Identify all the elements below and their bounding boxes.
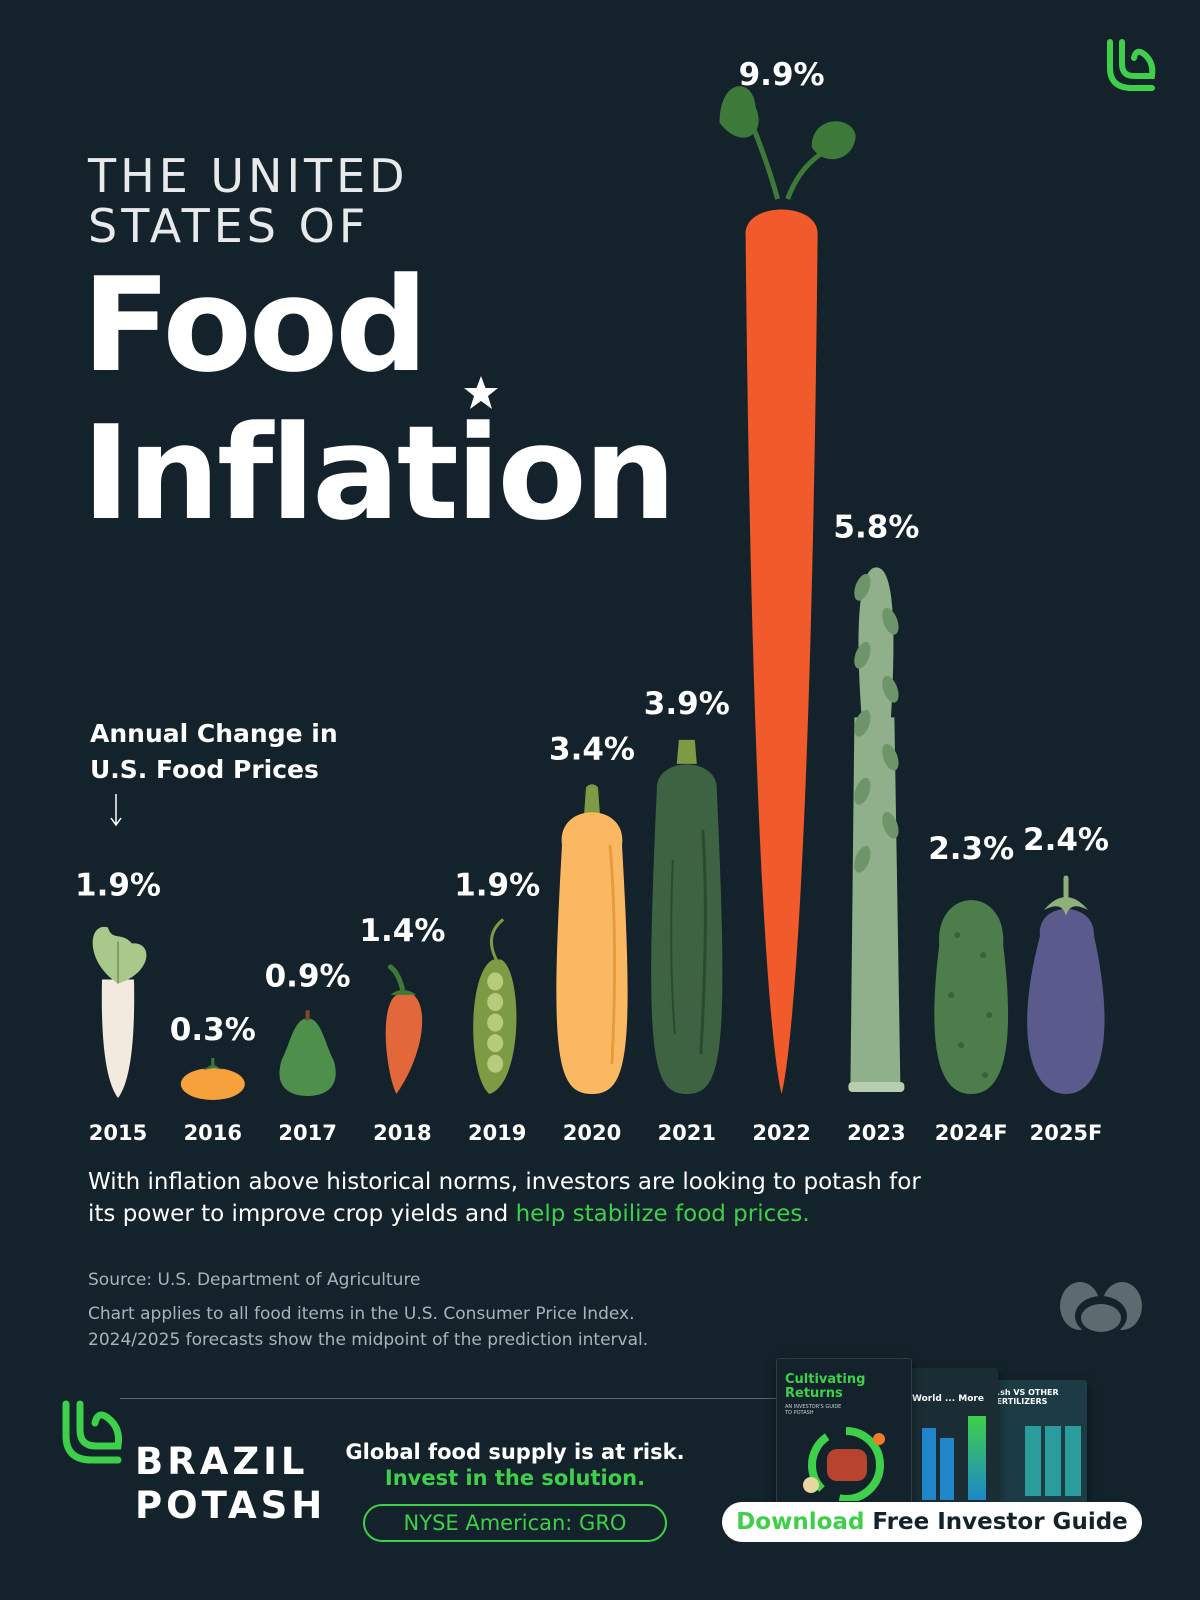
body-text-highlight: help stabilize food prices. — [515, 1201, 810, 1227]
value-label-2015: 1.9% — [75, 867, 161, 903]
food-inflation-chart: 1.9%0.3%0.9%1.4%1.9%3.4%3.9%9.9%5.8%2.3%… — [75, 57, 1109, 1145]
tick-label-2018: 2018 — [373, 1121, 431, 1145]
download-word: Download — [736, 1509, 865, 1535]
bar-2016 — [180, 1058, 245, 1100]
bar-2015 — [92, 926, 147, 1098]
title-line-1: THE UNITED — [88, 149, 409, 203]
bar-2020 — [556, 784, 628, 1094]
title-line-2: STATES OF — [88, 199, 370, 253]
brazil-potash-logo-icon — [1107, 39, 1156, 91]
creator-logo-icon — [1060, 1282, 1142, 1336]
value-label-2020: 3.4% — [549, 731, 635, 767]
star-icon — [464, 376, 498, 409]
bar-2017 — [279, 1010, 336, 1096]
guide-book-2-title: World ... More — [912, 1394, 984, 1404]
value-label-2025F: 2.4% — [1023, 822, 1109, 858]
tick-label-2020: 2020 — [563, 1121, 621, 1145]
bar-2018 — [385, 964, 423, 1094]
guide-book-3-title: ...sh VS OTHER FERTILIZERS — [991, 1388, 1059, 1406]
tick-label-2021: 2021 — [658, 1121, 716, 1145]
title-line-3: Food — [82, 249, 428, 401]
source-note: Source: U.S. Department of Agriculture — [88, 1270, 421, 1290]
value-label-2019: 1.9% — [454, 867, 540, 903]
value-label-2021: 3.9% — [644, 686, 730, 722]
chart-subtitle-line-1: Annual Change in — [90, 719, 338, 748]
tick-label-2016: 2016 — [184, 1121, 242, 1145]
tick-label-2022: 2022 — [752, 1121, 810, 1145]
tick-label-2019: 2019 — [468, 1121, 526, 1145]
download-guide-button[interactable]: Download Free Investor Guide — [722, 1502, 1142, 1542]
tick-label-2017: 2017 — [278, 1121, 336, 1145]
bar-2025F — [1027, 875, 1105, 1094]
guide-book-1-title: Cultivating Returns — [785, 1372, 866, 1401]
guide-book-1: Cultivating Returns AN INVESTOR'S GUIDE … — [776, 1358, 912, 1506]
brand-line-1: BRAZIL — [135, 1440, 309, 1483]
value-label-2016: 0.3% — [170, 1012, 256, 1048]
value-label-2022: 9.9% — [739, 57, 825, 93]
cta-line-1: Global food supply is at risk. — [345, 1440, 685, 1464]
chart-subtitle-line-2: U.S. Food Prices — [90, 755, 319, 784]
brazil-potash-logo-icon — [62, 1400, 122, 1464]
tick-label-2024F: 2024F — [935, 1121, 1008, 1145]
tick-label-2015: 2015 — [89, 1121, 147, 1145]
bar-2024F — [934, 900, 1009, 1094]
tick-label-2025F: 2025F — [1030, 1121, 1103, 1145]
chart-subtitle: Annual Change in U.S. Food Prices — [90, 716, 338, 788]
bar-2019 — [473, 918, 517, 1094]
arrow-down-icon — [110, 794, 122, 827]
value-label-2018: 1.4% — [359, 913, 445, 949]
chart-note-1: Chart applies to all food items in the U… — [88, 1304, 635, 1324]
value-label-2017: 0.9% — [265, 958, 351, 994]
bar-2021 — [651, 739, 723, 1094]
value-label-2023: 5.8% — [833, 509, 919, 545]
chart-note-2: 2024/2025 forecasts show the midpoint of… — [88, 1330, 649, 1350]
tick-label-2023: 2023 — [847, 1121, 905, 1145]
guide-book-1-illustration — [803, 1427, 885, 1501]
download-rest: Free Investor Guide — [864, 1509, 1128, 1535]
bar-2023 — [848, 567, 905, 1092]
title-line-4: Inflation — [82, 397, 676, 549]
body-text: With inflation above historical norms, i… — [88, 1166, 948, 1230]
ticker-button[interactable]: NYSE American: GRO — [363, 1504, 667, 1542]
cta-line-2: Invest in the solution. — [384, 1466, 646, 1490]
brand-line-2: POTASH — [135, 1484, 327, 1527]
bar-2022 — [719, 86, 856, 1094]
footer-divider — [120, 1398, 780, 1399]
body-text-main: With inflation above historical norms, i… — [88, 1169, 921, 1227]
value-label-2024F: 2.3% — [928, 831, 1014, 867]
